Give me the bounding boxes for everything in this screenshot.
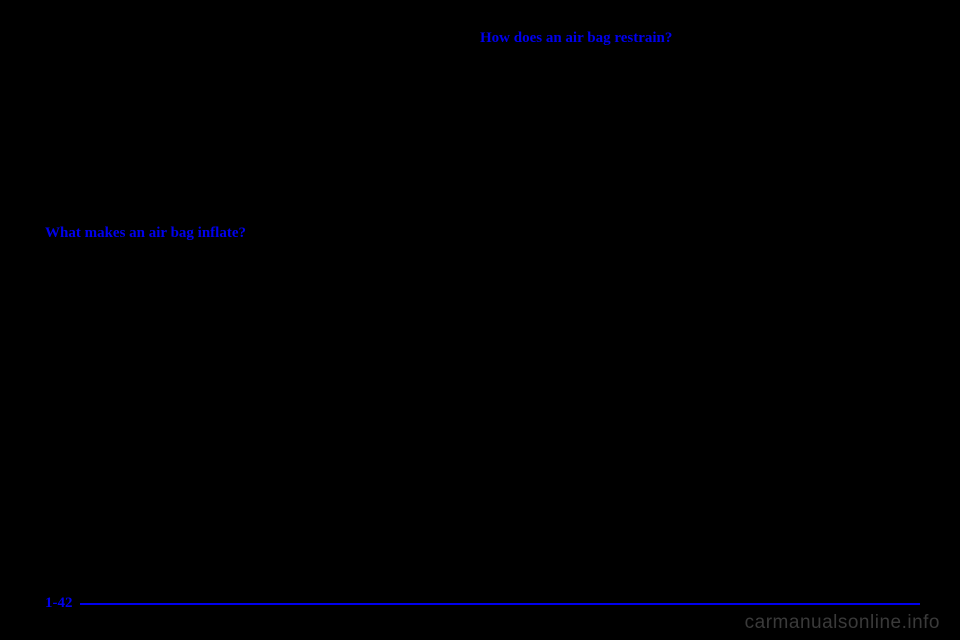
page-number: 1-42 <box>45 595 73 612</box>
page-divider <box>80 603 920 605</box>
right-column: How does an air bag restrain? <box>480 30 900 47</box>
watermark: carmanualsonline.info <box>745 612 940 634</box>
left-heading: What makes an air bag inflate? <box>45 225 445 242</box>
left-column: What makes an air bag inflate? <box>45 30 445 242</box>
page-content: What makes an air bag inflate? How does … <box>0 0 960 640</box>
right-heading: How does an air bag restrain? <box>480 30 900 47</box>
